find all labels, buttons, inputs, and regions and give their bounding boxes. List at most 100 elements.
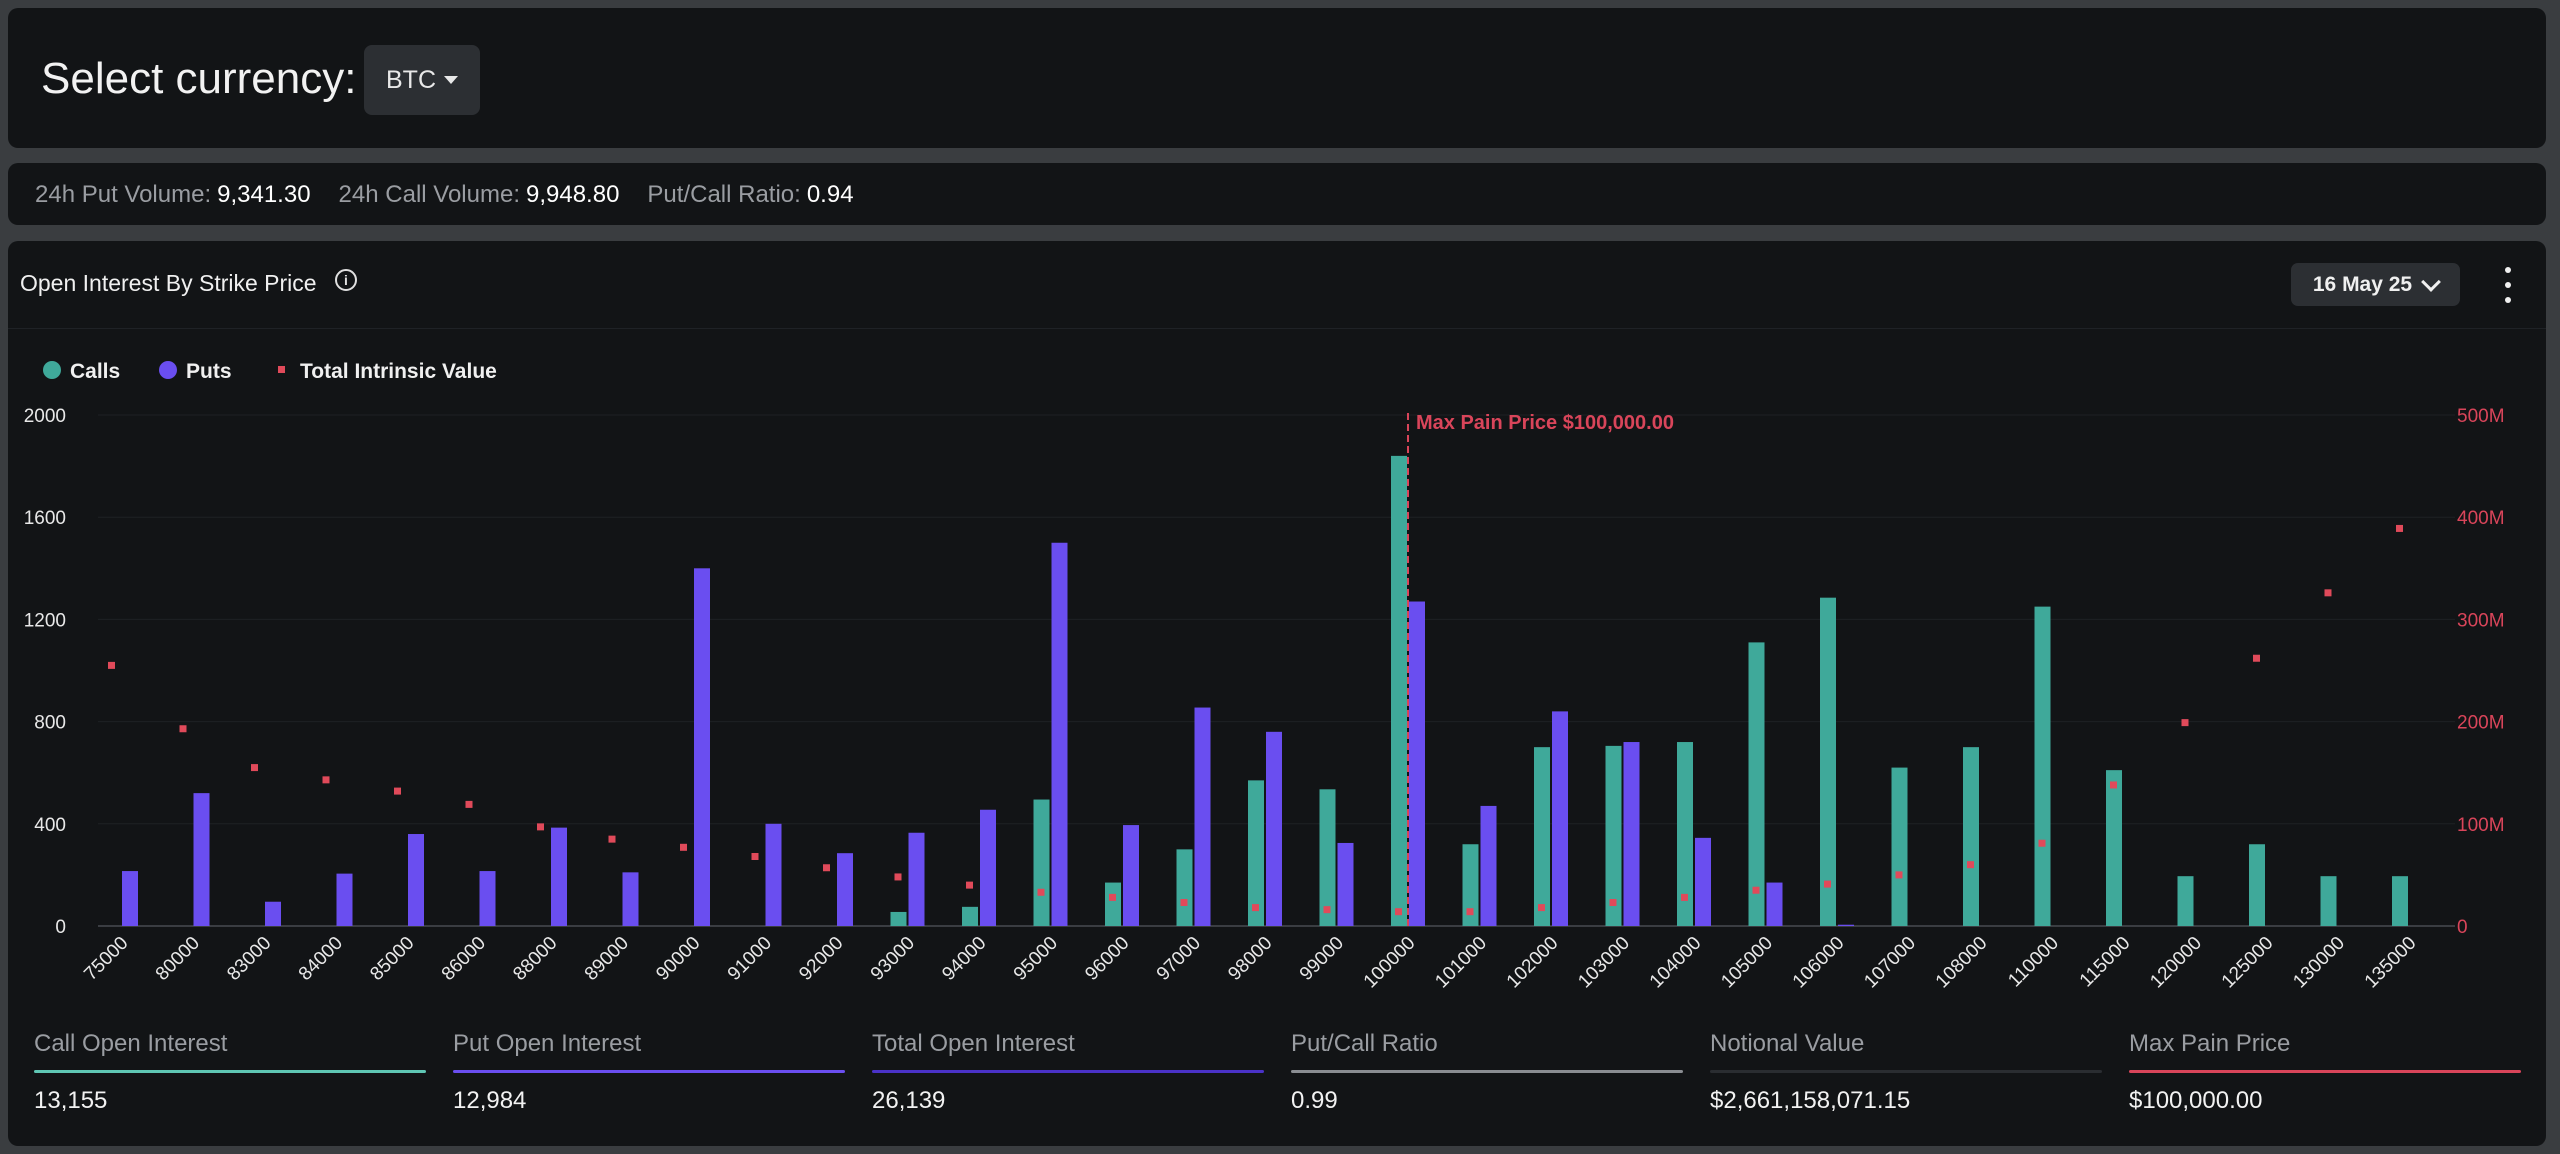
x-tick-label: 84000 [295,933,347,985]
call-bar [2177,876,2194,926]
call-bar [1534,747,1550,926]
stat-put-volume: 24h Put Volume: 9,341.30 [35,181,311,209]
y2-tick-label: 400M [2457,508,2505,529]
x-tick-label: 105000 [1717,933,1777,993]
y-tick-label: 0 [55,917,66,938]
y2-tick-label: 0 [2457,917,2468,938]
legend-label: Puts [186,360,232,383]
put-bar [694,568,710,926]
call-bar [1963,747,1979,926]
put-bar [1266,731,1282,926]
intrinsic-value-marker [1109,893,1116,901]
x-tick-label: 100000 [1360,933,1420,993]
put-bar [1766,882,1783,926]
put-bar [1409,601,1425,926]
intrinsic-value-marker [1752,886,1760,894]
call-bar [1748,642,1765,926]
intrinsic-value-marker [1967,861,1974,869]
intrinsic-value-marker [1466,908,1474,916]
call-bar [1033,799,1050,926]
intrinsic-value-marker [2181,719,2189,727]
call-bar [1176,849,1193,926]
x-tick-label: 108000 [1932,933,1992,993]
intrinsic-value-marker [751,853,759,861]
intrinsic-value-marker [966,881,973,889]
currency-value: BTC [386,65,436,94]
intrinsic-value-marker [322,776,330,784]
x-tick-label: 92000 [795,933,847,985]
stat-put-call-ratio: Put/Call Ratio: 0.94 [647,181,853,209]
put-bar [1337,842,1354,926]
call-bar [2320,876,2337,926]
stat-value: 0.94 [806,181,854,208]
intrinsic-value-marker [823,864,830,872]
info-icon[interactable]: i [335,269,357,291]
call-bar [1391,455,1407,926]
open-interest-panel: Open Interest By Strike Price i 16 May 2… [8,241,2546,1146]
x-tick-label: 86000 [438,933,490,985]
x-tick-label: 90000 [652,933,704,985]
y-tick-label: 400 [34,815,66,836]
intrinsic-value-marker [2038,839,2046,847]
x-tick-label: 99000 [1296,933,1348,985]
intrinsic-value-marker [1180,898,1188,906]
metric-label: Notional Value [1710,1030,1865,1057]
metric-underline [2129,1070,2521,1073]
currency-dropdown[interactable]: BTC [364,45,480,115]
select-currency-label: Select currency: [41,54,357,103]
x-tick-label: 125000 [2218,933,2278,993]
x-tick-label: 89000 [581,933,633,985]
call-bar [1891,767,1908,926]
y-tick-label: 800 [34,713,66,734]
metric-value: 26,139 [872,1087,946,1114]
put-bar [1051,542,1068,926]
x-tick-label: 115000 [2076,933,2135,992]
intrinsic-value-marker [1252,904,1259,912]
metric-notional-value: Notional Value $2,661,158,071.15 [1710,1030,2102,1115]
stat-label: Put/Call Ratio: [647,181,801,208]
legend-marker-intrinsic [278,366,285,373]
intrinsic-value-marker [1037,888,1045,896]
metric-total-open-interest: Total Open Interest 26,139 [872,1030,1264,1115]
expiry-dropdown[interactable]: 16 May 25 [2291,263,2460,306]
legend-label: Total Intrinsic Value [300,360,497,383]
currency-panel: Select currency: BTC [8,8,2546,148]
x-tick-label: 130000 [2289,933,2349,993]
x-tick-label: 107000 [1860,933,1920,993]
put-bar [908,832,925,926]
put-bar [408,834,424,926]
intrinsic-value-marker [1323,906,1331,914]
x-tick-label: 80000 [152,933,204,985]
x-tick-label: 135000 [2361,933,2421,993]
metric-label: Total Open Interest [872,1030,1075,1057]
x-tick-label: 103000 [1574,933,1634,993]
x-tick-label: 104000 [1646,933,1706,993]
metric-value: $2,661,158,071.15 [1710,1087,1911,1114]
metric-put-open-interest: Put Open Interest 12,984 [453,1030,845,1115]
x-tick-label: 85000 [366,933,418,985]
intrinsic-value-marker [2396,524,2403,532]
put-bar [1552,711,1568,926]
x-tick-label: 96000 [1081,933,1133,985]
intrinsic-value-marker [179,725,187,733]
put-bar [1695,837,1711,926]
more-options-icon[interactable] [2498,267,2518,303]
metric-underline [872,1070,1264,1073]
intrinsic-value-marker [2110,781,2117,789]
metric-call-open-interest: Call Open Interest 13,155 [34,1030,426,1115]
metric-underline [34,1070,426,1073]
call-bar [1462,844,1479,926]
put-bar [551,827,567,926]
x-tick-label: 98000 [1224,933,1276,985]
metric-underline [1291,1070,1683,1073]
metric-label: Put/Call Ratio [1291,1030,1438,1057]
x-tick-label: 102000 [1503,933,1563,993]
put-bar [479,871,496,926]
intrinsic-value-marker [608,835,616,843]
intrinsic-value-marker [537,823,544,831]
call-bar [1820,597,1836,926]
put-bar [1480,805,1497,926]
intrinsic-value-marker [2324,589,2332,597]
call-bar [2034,606,2051,926]
legend-marker-puts [159,361,177,379]
